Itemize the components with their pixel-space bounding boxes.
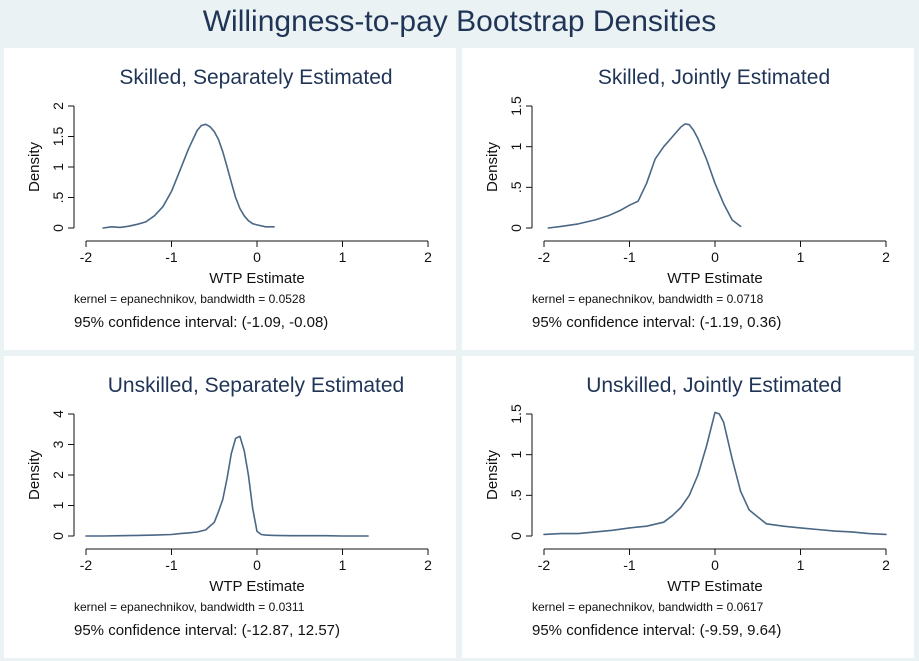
chart-panel-skilled-jointly: Skilled, Jointly Estimated 0 .5 1 1.5 Density… bbox=[462, 48, 914, 350]
x-tick-label: 0 bbox=[253, 557, 261, 573]
x-tick-label: 2 bbox=[882, 249, 890, 265]
y-tick-label: 4 bbox=[50, 410, 66, 418]
density-curve bbox=[543, 411, 887, 536]
y-tick-label: 1.5 bbox=[50, 127, 66, 147]
density-curve bbox=[85, 435, 369, 537]
y-tick-label: .5 bbox=[508, 489, 524, 501]
confidence-interval-note: 95% confidence interval: (-12.87, 12.57) bbox=[74, 622, 340, 639]
kernel-note: kernel = epanechnikov, bandwidth = 0.061… bbox=[532, 600, 764, 614]
x-tick-label: 2 bbox=[424, 249, 432, 265]
y-tick-label: 1 bbox=[50, 163, 66, 171]
panel-title: Skilled, Separately Estimated bbox=[119, 66, 392, 89]
y-tick-label: 2 bbox=[50, 102, 66, 110]
chart-panel-unskilled-separately: Unskilled, Separately Estimated 0 1 2 3 4 Dens… bbox=[4, 356, 456, 658]
x-tick-label: 1 bbox=[339, 557, 347, 573]
x-tick-label: 1 bbox=[797, 249, 805, 265]
x-tick-label: -2 bbox=[538, 557, 551, 573]
confidence-interval-note: 95% confidence interval: (-9.59, 9.64) bbox=[532, 622, 781, 639]
x-tick-label: 2 bbox=[424, 557, 432, 573]
chart-panel-skilled-separately: Skilled, Separately Estimated 0 .5 1 1.5 2 Den… bbox=[4, 48, 456, 350]
x-tick-label: 0 bbox=[711, 249, 719, 265]
kernel-note: kernel = epanechnikov, bandwidth = 0.071… bbox=[532, 292, 764, 306]
figure-title: Willingness-to-pay Bootstrap Densities bbox=[202, 5, 717, 38]
x-tick-label: -2 bbox=[80, 249, 93, 265]
density-chart-0: Skilled, Separately Estimated 0 .5 1 1.5 2 Den… bbox=[26, 66, 432, 331]
y-tick-label: 1 bbox=[50, 501, 66, 509]
y-axis-label: Density bbox=[26, 449, 43, 500]
x-axis-label: WTP Estimate bbox=[667, 270, 763, 287]
y-tick-label: 1.5 bbox=[508, 404, 524, 424]
density-chart-2: Unskilled, Separately Estimated 0 1 2 3 4 Dens… bbox=[26, 374, 432, 639]
y-tick-label: 0 bbox=[50, 532, 66, 540]
y-tick-label: .5 bbox=[508, 181, 524, 193]
x-tick-label: -2 bbox=[80, 557, 93, 573]
x-tick-label: 0 bbox=[253, 249, 261, 265]
x-tick-label: -2 bbox=[538, 249, 551, 265]
x-tick-label: -1 bbox=[165, 557, 178, 573]
x-tick-label: -1 bbox=[623, 557, 636, 573]
y-tick-label: 0 bbox=[50, 224, 66, 232]
density-chart-1: Skilled, Jointly Estimated 0 .5 1 1.5 Density… bbox=[484, 66, 890, 331]
y-tick-label: 3 bbox=[50, 440, 66, 448]
x-tick-label: 1 bbox=[339, 249, 347, 265]
x-tick-label: -1 bbox=[623, 249, 636, 265]
density-curve bbox=[547, 123, 742, 229]
x-tick-label: 1 bbox=[797, 557, 805, 573]
y-axis-label: Density bbox=[484, 449, 501, 500]
x-tick-label: 0 bbox=[711, 557, 719, 573]
chart-panel-unskilled-jointly: Unskilled, Jointly Estimated 0 .5 1 1.5 Densi… bbox=[462, 356, 914, 658]
x-axis-label: WTP Estimate bbox=[209, 270, 305, 287]
density-chart-3: Unskilled, Jointly Estimated 0 .5 1 1.5 Densi… bbox=[484, 374, 890, 639]
y-tick-label: 1 bbox=[508, 451, 524, 459]
panel-title: Unskilled, Separately Estimated bbox=[108, 374, 404, 397]
x-tick-label: 2 bbox=[882, 557, 890, 573]
y-tick-label: .5 bbox=[50, 191, 66, 203]
density-curve bbox=[102, 123, 275, 229]
kernel-note: kernel = epanechnikov, bandwidth = 0.031… bbox=[74, 600, 305, 614]
panel-title: Unskilled, Jointly Estimated bbox=[586, 374, 842, 397]
y-tick-label: 0 bbox=[508, 224, 524, 232]
y-axis-label: Density bbox=[484, 141, 501, 192]
confidence-interval-note: 95% confidence interval: (-1.09, -0.08) bbox=[74, 314, 328, 331]
confidence-interval-note: 95% confidence interval: (-1.19, 0.36) bbox=[532, 314, 781, 331]
y-axis-label: Density bbox=[26, 141, 43, 192]
y-tick-label: 1.5 bbox=[508, 96, 524, 116]
x-axis-label: WTP Estimate bbox=[667, 578, 763, 595]
x-axis-label: WTP Estimate bbox=[209, 578, 305, 595]
panel-title: Skilled, Jointly Estimated bbox=[598, 66, 830, 89]
y-tick-label: 2 bbox=[50, 471, 66, 479]
y-tick-label: 0 bbox=[508, 532, 524, 540]
y-tick-label: 1 bbox=[508, 143, 524, 151]
kernel-note: kernel = epanechnikov, bandwidth = 0.052… bbox=[74, 292, 306, 306]
x-tick-label: -1 bbox=[165, 249, 178, 265]
